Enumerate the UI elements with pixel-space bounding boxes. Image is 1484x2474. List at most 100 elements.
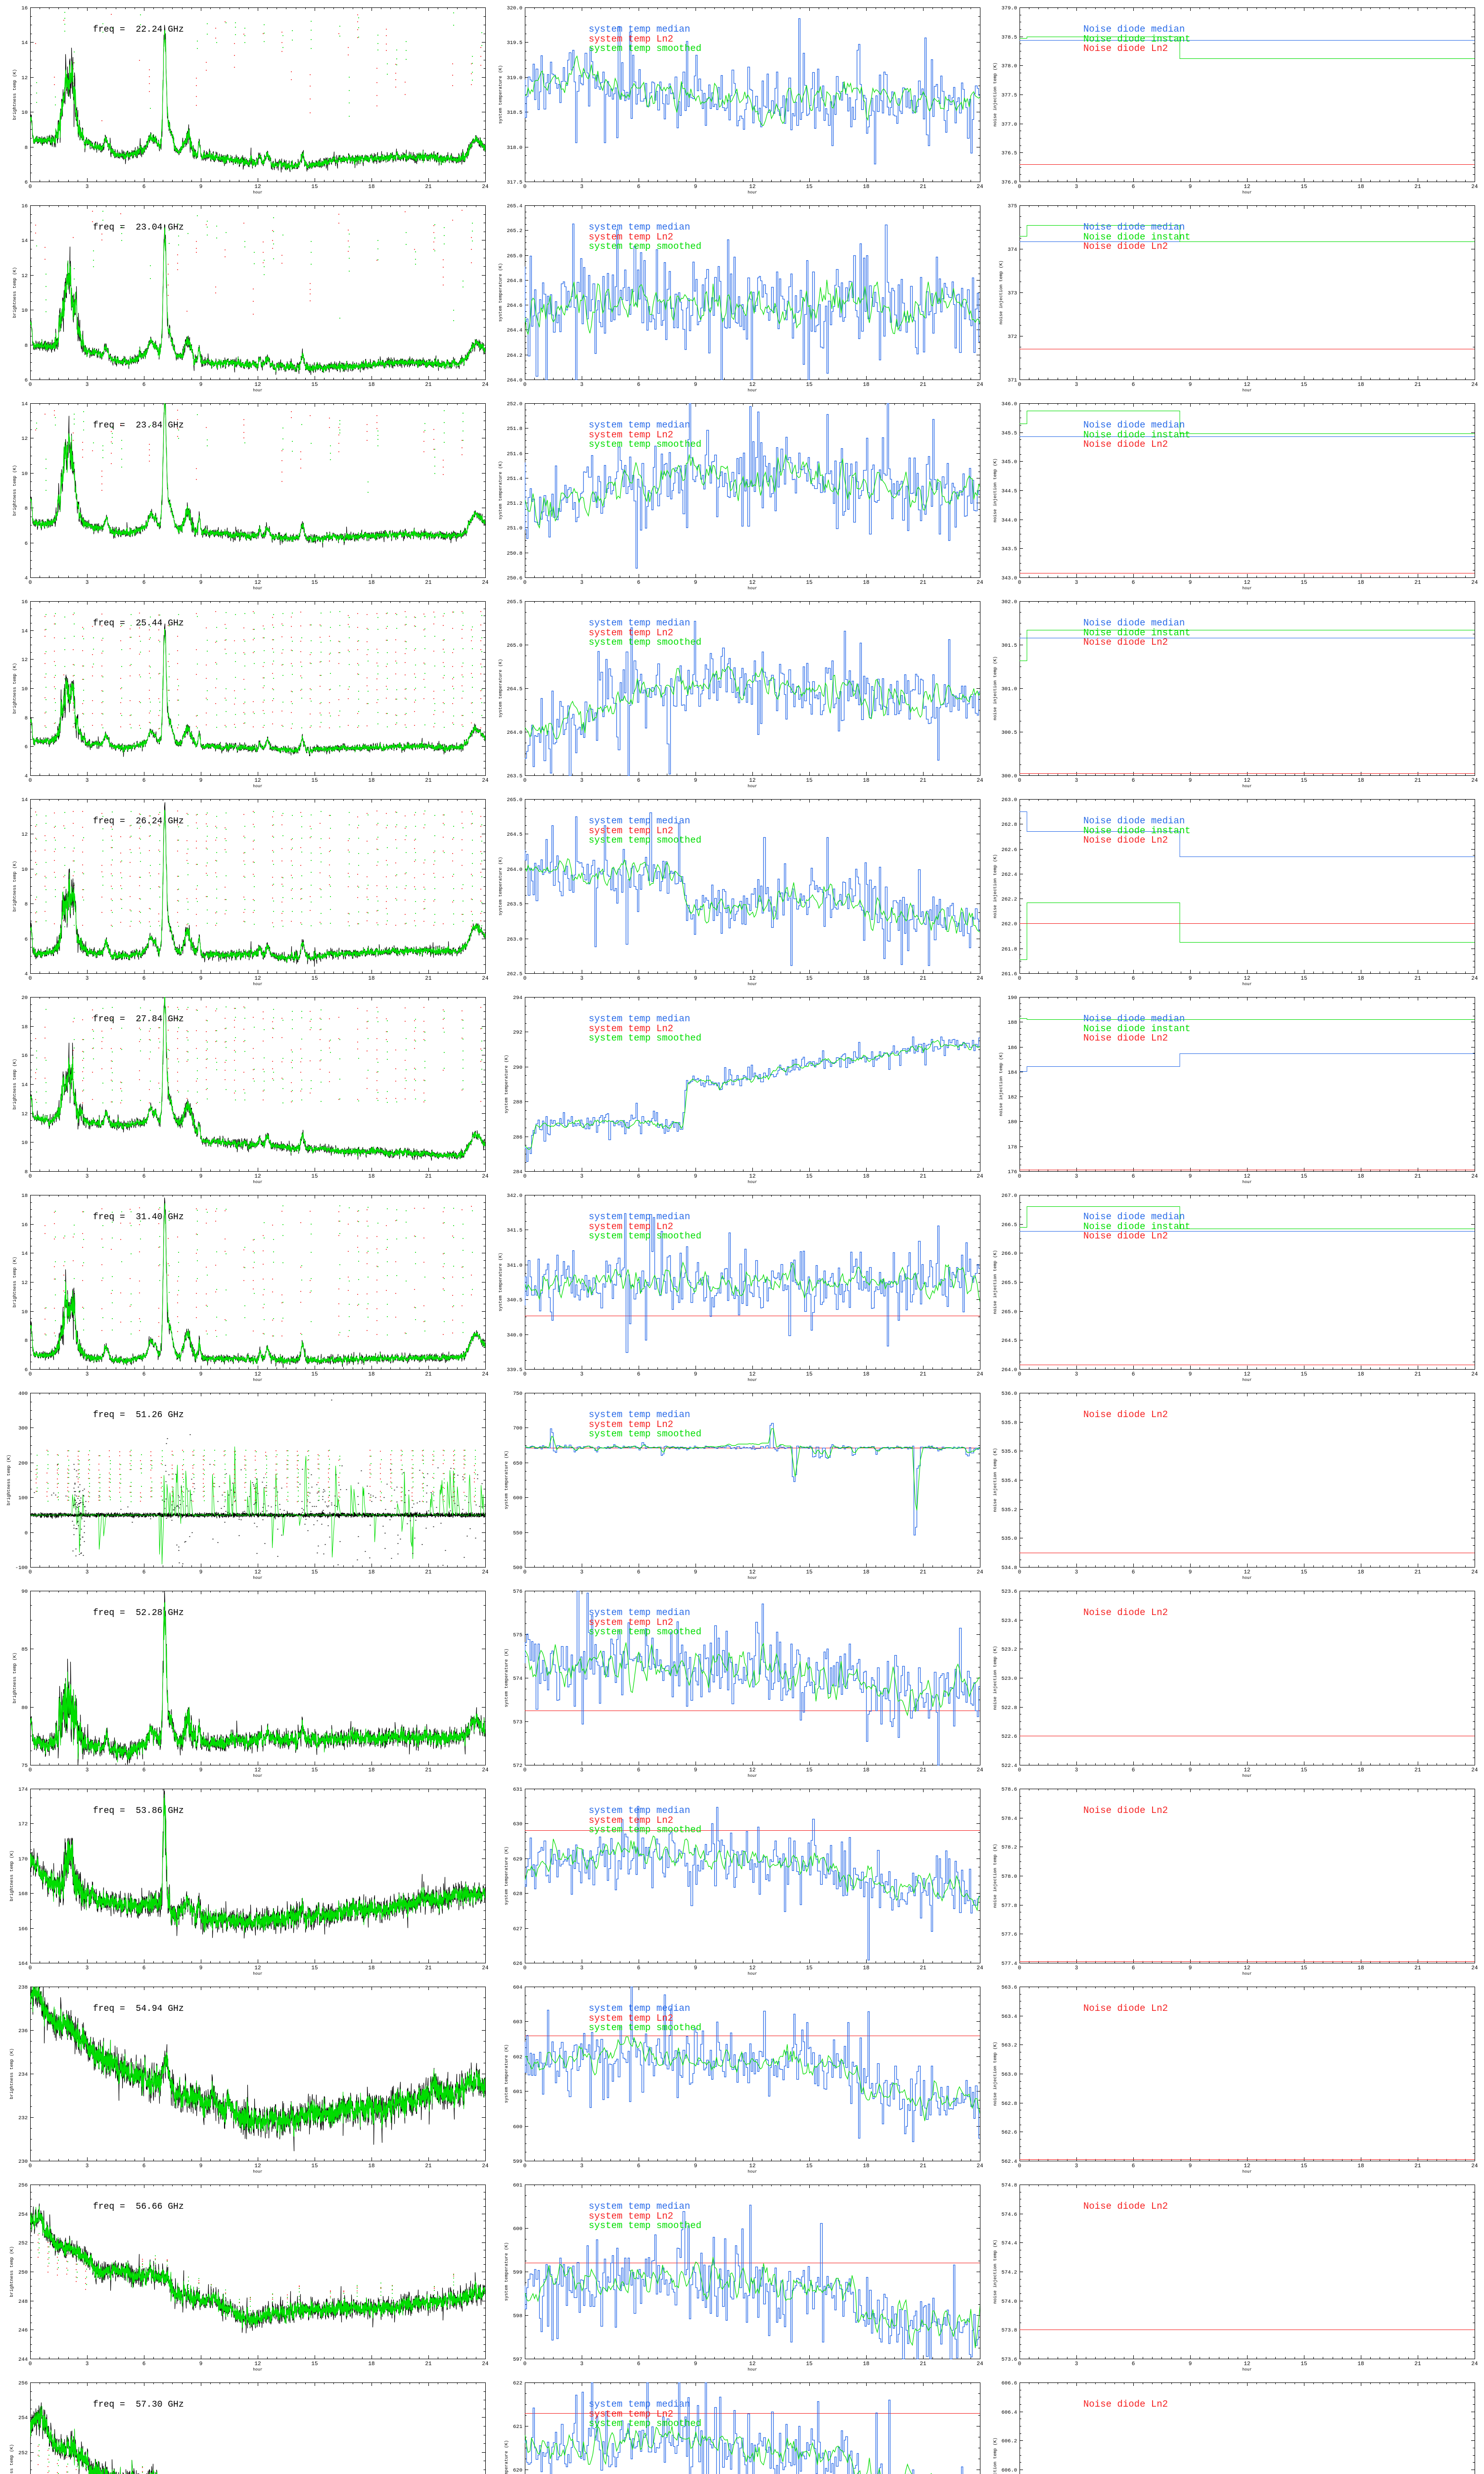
svg-text:186: 186 [1008,1045,1017,1051]
svg-text:264.8: 264.8 [507,278,522,284]
svg-text:10: 10 [21,308,28,314]
svg-text:263.0: 263.0 [1001,797,1017,803]
svg-text:606.4: 606.4 [1001,2410,1017,2416]
svg-text:system temp median: system temp median [589,1013,690,1024]
svg-text:578.0: 578.0 [1001,1874,1017,1880]
svg-text:252: 252 [18,2450,28,2456]
svg-text:500: 500 [513,1565,522,1571]
svg-text:freq = 22.24 GHz: freq = 22.24 GHz [93,25,184,35]
svg-text:577.8: 577.8 [1001,1903,1017,1909]
svg-text:Noise diode Ln2: Noise diode Ln2 [1083,2201,1168,2212]
svg-text:freq = 27.84 GHz: freq = 27.84 GHz [93,1014,184,1024]
svg-text:264.4: 264.4 [507,328,522,333]
svg-text:brightness temp (K): brightness temp (K) [9,2048,14,2099]
svg-text:Noise diode median: Noise diode median [1083,618,1185,628]
svg-text:Noise diode Ln2: Noise diode Ln2 [1083,1607,1168,1618]
svg-text:563.0: 563.0 [1001,2072,1017,2078]
svg-text:284: 284 [513,1169,522,1175]
svg-text:system temp smoothed: system temp smoothed [589,1428,701,1439]
svg-text:system temperature (K): system temperature (K) [504,1847,509,1905]
svg-text:290: 290 [513,1065,522,1071]
svg-text:system temp median: system temp median [589,1409,690,1420]
svg-text:264.6: 264.6 [507,303,522,309]
svg-text:system temp smoothed: system temp smoothed [589,241,701,252]
svg-text:601: 601 [513,2183,522,2189]
svg-text:system temp median: system temp median [589,222,690,233]
svg-text:603: 603 [513,2019,522,2025]
svg-text:254: 254 [18,2415,28,2421]
svg-text:Noise diode median: Noise diode median [1083,815,1185,826]
svg-text:174: 174 [18,1787,28,1793]
svg-text:375: 375 [1008,203,1017,209]
svg-text:brightness temp (K): brightness temp (K) [12,663,17,714]
svg-text:system temp Ln2: system temp Ln2 [589,2211,673,2222]
svg-text:578.6: 578.6 [1001,1787,1017,1793]
svg-text:100: 100 [18,1495,28,1501]
svg-text:12: 12 [21,1111,28,1117]
svg-text:Noise diode Ln2: Noise diode Ln2 [1083,1231,1168,1241]
svg-text:301.5: 301.5 [1001,643,1017,649]
svg-text:noise injection temp (K): noise injection temp (K) [993,656,998,720]
svg-text:system temp median: system temp median [589,815,690,826]
svg-text:system temp smoothed: system temp smoothed [589,835,701,846]
svg-text:265.5: 265.5 [507,599,522,605]
svg-text:14: 14 [21,1251,28,1257]
svg-text:266.5: 266.5 [1001,1222,1017,1228]
svg-text:brightness temp (K): brightness temp (K) [12,1059,17,1110]
svg-text:Noise diode instant: Noise diode instant [1083,1221,1191,1232]
svg-text:brightness temp (K): brightness temp (K) [12,69,17,120]
svg-text:system temperature (K): system temperature (K) [498,659,503,718]
svg-text:system temp median: system temp median [589,2201,690,2212]
svg-text:Noise diode Ln2: Noise diode Ln2 [1083,241,1168,252]
svg-text:Noise diode Ln2: Noise diode Ln2 [1083,637,1168,648]
svg-text:14: 14 [21,628,28,634]
svg-text:8: 8 [25,1338,28,1344]
svg-text:573.6: 573.6 [1001,2357,1017,2363]
svg-text:freq = 23.04 GHz: freq = 23.04 GHz [93,223,184,233]
svg-text:630: 630 [513,1821,522,1827]
svg-text:noise injection temp (K): noise injection temp (K) [999,1052,1004,1116]
svg-text:371: 371 [1008,378,1017,383]
svg-text:262.0: 262.0 [1001,921,1017,927]
svg-text:346.0: 346.0 [1001,401,1017,407]
svg-text:noise injection temp (K): noise injection temp (K) [993,1250,998,1314]
svg-text:Noise diode instant: Noise diode instant [1083,34,1191,45]
svg-text:noise injection temp (K): noise injection temp (K) [993,62,998,127]
svg-text:Noise diode instant: Noise diode instant [1083,825,1191,836]
svg-text:system temp Ln2: system temp Ln2 [589,1815,673,1826]
svg-text:noise injection temp (K): noise injection temp (K) [993,458,998,523]
svg-text:166: 166 [18,1926,28,1932]
svg-text:Noise diode median: Noise diode median [1083,222,1185,233]
svg-text:620: 620 [513,2468,522,2474]
svg-text:noise injection temp (K): noise injection temp (K) [993,1844,998,1908]
svg-text:340.0: 340.0 [507,1332,522,1338]
svg-text:freq = 23.84 GHz: freq = 23.84 GHz [93,421,184,430]
svg-text:601: 601 [513,2089,522,2095]
svg-text:noise injection temp (K): noise injection temp (K) [999,260,1004,325]
svg-text:brightness temp (K): brightness temp (K) [9,2246,14,2297]
svg-text:265.0: 265.0 [507,797,522,803]
svg-text:522.8: 522.8 [1001,1705,1017,1711]
svg-text:system temp Ln2: system temp Ln2 [589,429,673,440]
svg-text:system temp smoothed: system temp smoothed [589,439,701,450]
svg-text:256: 256 [18,2380,28,2386]
svg-text:523.6: 523.6 [1001,1589,1017,1595]
svg-text:8: 8 [25,343,28,349]
svg-text:80: 80 [21,1705,28,1711]
svg-text:Noise diode median: Noise diode median [1083,1013,1185,1024]
svg-text:341.5: 341.5 [507,1228,522,1234]
svg-text:system temp Ln2: system temp Ln2 [589,1617,673,1628]
svg-text:4: 4 [25,773,28,779]
svg-text:Noise diode Ln2: Noise diode Ln2 [1083,43,1168,54]
svg-text:14: 14 [21,40,28,46]
svg-text:599: 599 [513,2270,522,2276]
svg-text:Noise diode instant: Noise diode instant [1083,627,1191,638]
svg-text:626: 626 [513,1961,522,1967]
svg-text:noise injection temp (K): noise injection temp (K) [993,2239,998,2304]
svg-text:8: 8 [25,506,28,512]
svg-text:system temp Ln2: system temp Ln2 [589,232,673,242]
svg-text:261.6: 261.6 [1001,971,1017,977]
svg-text:263.5: 263.5 [507,902,522,907]
svg-text:182: 182 [1008,1094,1017,1100]
svg-text:261.8: 261.8 [1001,947,1017,952]
